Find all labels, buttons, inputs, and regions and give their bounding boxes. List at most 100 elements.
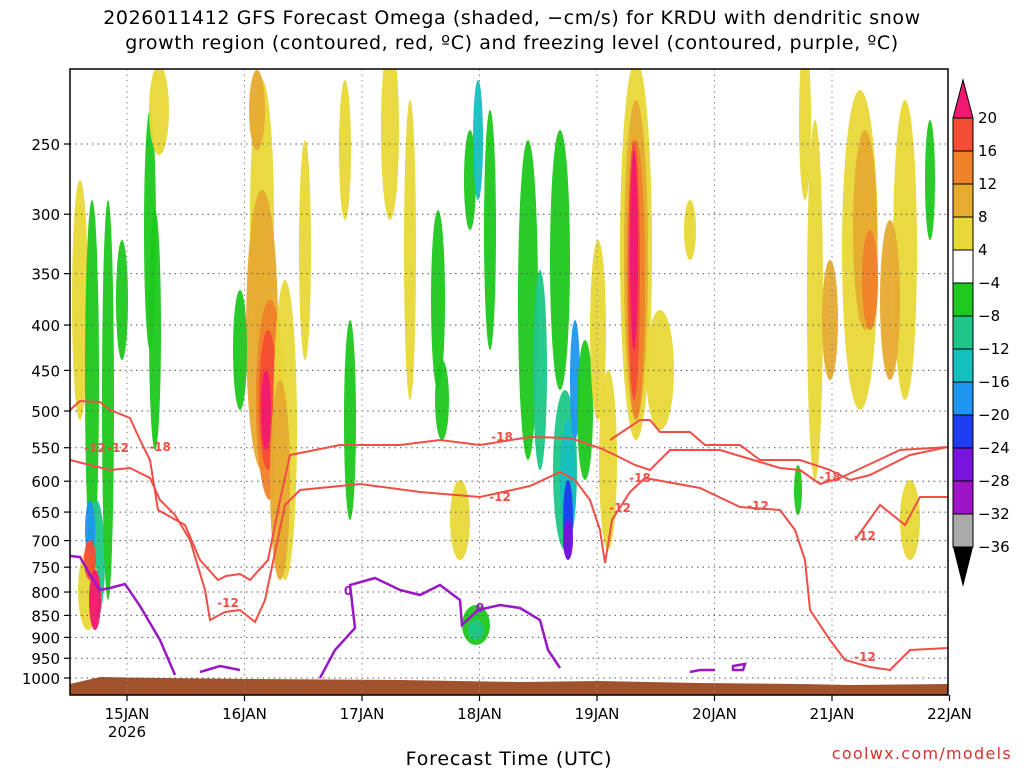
colorbar-bin bbox=[952, 513, 974, 548]
contour-label: -18 bbox=[491, 430, 513, 444]
omega-cell bbox=[464, 130, 476, 230]
gridlines bbox=[70, 69, 948, 695]
y-tick-label: 300 bbox=[31, 206, 60, 224]
omega-cell bbox=[339, 80, 351, 220]
omega-cell bbox=[89, 570, 101, 630]
omega-cell bbox=[563, 520, 573, 560]
omega-cell bbox=[794, 465, 802, 515]
y-tick-label: 600 bbox=[31, 473, 60, 491]
colorbar-bin bbox=[952, 183, 974, 218]
omega-cell bbox=[431, 210, 445, 390]
colorbar-label: 16 bbox=[978, 142, 997, 160]
omega-cell bbox=[550, 130, 570, 390]
x-tick-label: 18JAN bbox=[457, 705, 502, 723]
omega-cell bbox=[116, 240, 128, 360]
x-tick-label: 15JAN bbox=[105, 705, 150, 723]
x-tick-year: 2026 bbox=[108, 723, 146, 741]
colorbar-label: −16 bbox=[978, 373, 1010, 391]
omega-cell bbox=[85, 200, 99, 560]
colorbar-label: −36 bbox=[978, 538, 1010, 556]
colorbar-bottom-arrow bbox=[953, 547, 973, 587]
colorbar-bin bbox=[952, 381, 974, 416]
colorbar: 20 16 12 8 4 −4 −8 −12 −16 −20 −24 −28 −32 −36 bbox=[952, 78, 1010, 587]
y-tick-label: 500 bbox=[31, 403, 60, 421]
omega-cell bbox=[404, 100, 416, 400]
dgz-contour-line bbox=[70, 399, 948, 582]
omega-cell bbox=[599, 370, 617, 550]
omega-shading bbox=[70, 69, 948, 695]
omega-cell bbox=[684, 200, 696, 260]
freezing-level-contour bbox=[199, 664, 241, 674]
omega-cell bbox=[533, 270, 547, 470]
colorbar-bin bbox=[952, 348, 974, 383]
omega-cell bbox=[880, 220, 900, 380]
colorbar-label: 4 bbox=[978, 241, 988, 259]
dgz-contour-line bbox=[609, 419, 948, 482]
omega-cell bbox=[149, 69, 169, 155]
omega-cell bbox=[72, 180, 88, 420]
contour-label: -18 bbox=[819, 470, 841, 484]
colorbar-bin bbox=[952, 315, 974, 350]
colorbar-bin bbox=[952, 249, 974, 284]
contour-label: -12 bbox=[609, 501, 631, 515]
y-tick-label: 850 bbox=[31, 607, 60, 625]
x-tick-label: 20JAN bbox=[692, 705, 737, 723]
contour-label: 0 bbox=[344, 584, 352, 598]
y-tick-label: 350 bbox=[31, 266, 60, 284]
x-tick-label: 21JAN bbox=[810, 705, 855, 723]
x-tick-label: 16JAN bbox=[222, 705, 267, 723]
contour-label: -12 bbox=[489, 490, 511, 504]
omega-cell bbox=[630, 150, 638, 350]
omega-cell bbox=[468, 620, 484, 640]
plot-frame bbox=[69, 68, 949, 696]
freezing-level-contour bbox=[689, 668, 715, 674]
contour-label: -12 bbox=[747, 499, 769, 513]
omega-cell bbox=[249, 70, 265, 150]
colorbar-label: −24 bbox=[978, 439, 1010, 457]
y-tick-label: 400 bbox=[31, 317, 60, 335]
omega-cell bbox=[270, 380, 290, 580]
omega-cell bbox=[518, 140, 538, 460]
colorbar-bin bbox=[952, 414, 974, 449]
omega-cell bbox=[473, 80, 483, 200]
omega-cell bbox=[344, 320, 356, 520]
contour-label: 0 bbox=[476, 601, 484, 615]
credit-text: coolwx.com/models bbox=[831, 744, 1012, 763]
colorbar-bin bbox=[952, 447, 974, 482]
contour-label: -12 bbox=[107, 441, 129, 455]
colorbar-label: 12 bbox=[978, 175, 997, 193]
colorbar-label: −4 bbox=[978, 274, 1000, 292]
colorbar-label: 20 bbox=[978, 109, 997, 127]
contour-label: -12 bbox=[217, 596, 239, 610]
freezing-level-contour bbox=[70, 554, 177, 676]
y-tick-label: 1000 bbox=[22, 670, 60, 688]
dgz-contour-line bbox=[70, 459, 948, 672]
colorbar-bin bbox=[952, 282, 974, 317]
y-tick-label: 700 bbox=[31, 533, 60, 551]
omega-cell bbox=[149, 210, 161, 450]
x-axis: 15JAN 16JAN 17JAN 18JAN 19JAN 20JAN 21JAN 22JAN… bbox=[105, 695, 972, 741]
x-tick-label: 19JAN bbox=[575, 705, 620, 723]
contour-label: -12 bbox=[84, 441, 106, 455]
dgz-contour-line bbox=[854, 496, 948, 541]
x-axis-title: Forecast Time (UTC) bbox=[406, 748, 613, 768]
omega-cell bbox=[590, 240, 606, 420]
freezing-level-contour bbox=[318, 576, 562, 679]
colorbar-bin bbox=[952, 150, 974, 185]
omega-cell bbox=[381, 69, 399, 220]
omega-cell bbox=[484, 110, 496, 350]
omega-cell bbox=[299, 140, 311, 360]
omega-cell bbox=[233, 290, 247, 410]
colorbar-bin bbox=[952, 480, 974, 515]
y-tick-label: 950 bbox=[31, 650, 60, 668]
omega-cell bbox=[822, 260, 838, 380]
omega-cell bbox=[450, 480, 470, 560]
y-tick-label: 550 bbox=[31, 440, 60, 458]
y-tick-label: 800 bbox=[31, 584, 60, 602]
ground-band bbox=[70, 677, 948, 695]
colorbar-bin bbox=[952, 216, 974, 251]
colorbar-label: −12 bbox=[978, 340, 1010, 358]
omega-cell bbox=[807, 120, 823, 480]
